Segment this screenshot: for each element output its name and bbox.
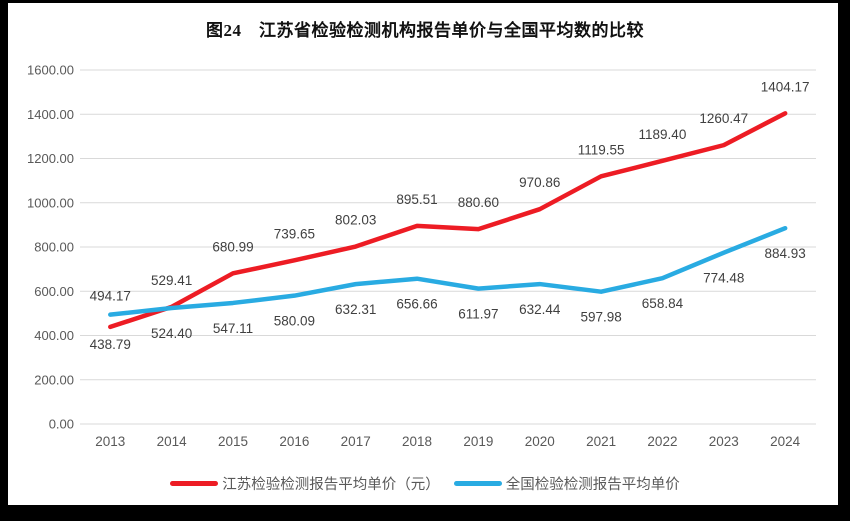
data-label: 1119.55 bbox=[578, 142, 625, 157]
data-label: 547.11 bbox=[213, 321, 253, 336]
y-axis-tick-label: 1400.00 bbox=[27, 107, 74, 122]
legend-label: 全国检验检测报告平均单价 bbox=[505, 477, 680, 493]
x-axis-tick-label: 2019 bbox=[463, 434, 493, 449]
data-label: 611.97 bbox=[458, 307, 498, 322]
data-label: 494.17 bbox=[90, 289, 131, 304]
y-axis-tick-label: 1600.00 bbox=[27, 63, 74, 78]
y-axis-tick-label: 1200.00 bbox=[27, 151, 74, 166]
data-label: 632.31 bbox=[335, 302, 376, 317]
data-label: 529.41 bbox=[151, 273, 192, 288]
legend-item-jiangsu: 江苏检验检测报告平均单价（元） bbox=[170, 473, 440, 494]
data-label: 1189.40 bbox=[639, 127, 687, 142]
figure-border-right bbox=[838, 0, 850, 521]
legend-line-swatch-red bbox=[170, 481, 219, 486]
data-label: 658.84 bbox=[642, 296, 684, 311]
y-axis-tick-label: 800.00 bbox=[34, 240, 74, 255]
data-label: 1404.17 bbox=[761, 79, 810, 94]
data-label: 739.65 bbox=[274, 226, 315, 241]
legend-item-national: 全国检验检测报告平均单价 bbox=[453, 473, 680, 494]
figure-border-bottom bbox=[0, 505, 850, 521]
x-axis-tick-label: 2014 bbox=[157, 434, 188, 449]
y-axis-tick-label: 600.00 bbox=[34, 284, 74, 299]
data-label: 438.79 bbox=[90, 337, 131, 352]
data-label: 970.86 bbox=[519, 175, 560, 190]
x-axis-tick-label: 2013 bbox=[95, 434, 125, 449]
chart-legend: 江苏检验检测报告平均单价（元） 全国检验检测报告平均单价 bbox=[0, 473, 850, 494]
data-label: 656.66 bbox=[396, 297, 437, 312]
data-label: 774.48 bbox=[703, 271, 744, 286]
x-axis-tick-label: 2018 bbox=[402, 434, 432, 449]
data-label: 580.09 bbox=[274, 314, 315, 329]
legend-label: 江苏检验检测报告平均单价（元） bbox=[222, 477, 440, 493]
x-axis-tick-label: 2016 bbox=[279, 434, 309, 449]
data-label: 1260.47 bbox=[699, 111, 748, 126]
chart-title: 图24 江苏省检验检测机构报告单价与全国平均数的比较 bbox=[206, 21, 644, 40]
y-axis-tick-label: 400.00 bbox=[34, 328, 74, 343]
y-axis-tick-label: 0.00 bbox=[49, 417, 74, 432]
data-label: 802.03 bbox=[335, 213, 376, 228]
data-label: 884.93 bbox=[765, 246, 806, 261]
data-label: 680.99 bbox=[212, 239, 253, 254]
y-axis-tick-label: 200.00 bbox=[34, 372, 74, 387]
x-axis-tick-label: 2015 bbox=[218, 434, 248, 449]
x-axis-tick-label: 2023 bbox=[709, 434, 739, 449]
x-axis-tick-label: 2024 bbox=[770, 434, 801, 449]
data-label: 895.51 bbox=[396, 192, 437, 207]
legend-line-swatch-blue bbox=[453, 481, 502, 486]
data-label: 880.60 bbox=[458, 195, 499, 210]
data-label: 597.98 bbox=[580, 310, 621, 325]
y-axis-tick-label: 1000.00 bbox=[27, 195, 74, 210]
data-label: 524.40 bbox=[151, 326, 192, 341]
x-axis-tick-label: 2022 bbox=[647, 434, 677, 449]
figure-border-left bbox=[0, 0, 8, 521]
x-axis-tick-label: 2017 bbox=[341, 434, 371, 449]
x-axis-tick-label: 2021 bbox=[586, 434, 616, 449]
series-line bbox=[108, 225, 788, 317]
x-axis-tick-label: 2020 bbox=[525, 434, 555, 449]
figure-border-top bbox=[0, 0, 850, 3]
series-line bbox=[108, 111, 788, 330]
data-label: 632.44 bbox=[519, 302, 561, 317]
